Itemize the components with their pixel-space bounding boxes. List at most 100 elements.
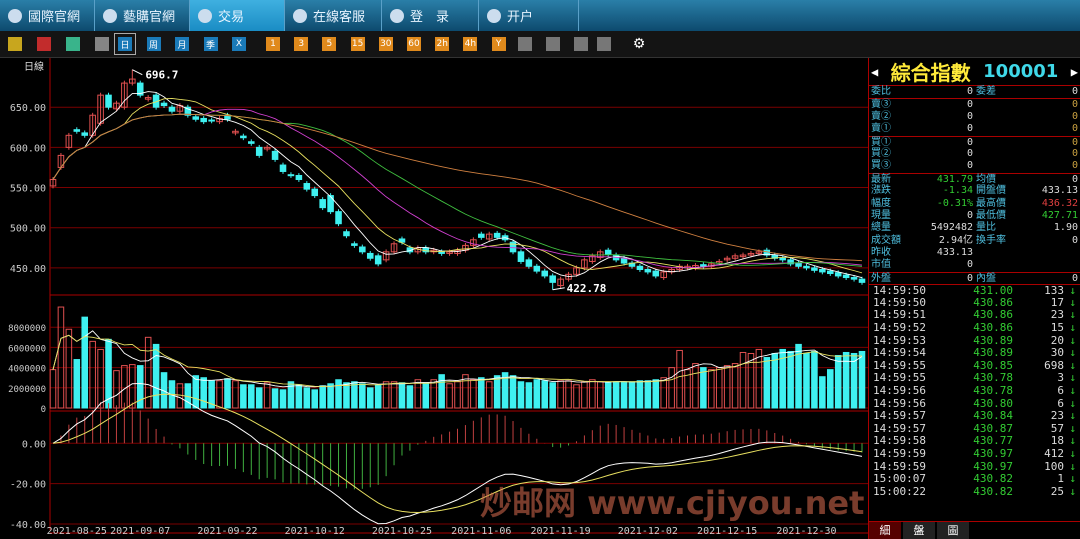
minute-3[interactable]: 3 [294, 37, 309, 51]
minute-30[interactable]: 30 [378, 37, 393, 51]
volume-bar [287, 381, 295, 409]
period-0[interactable]: 日 [114, 33, 136, 55]
bar-chart-icon[interactable] [8, 37, 22, 51]
candle [351, 243, 358, 246]
tick-time: 14:59:54 [873, 346, 926, 360]
calendar-icon[interactable] [95, 37, 109, 51]
gear-icon[interactable]: ⚙ [632, 36, 646, 52]
volume-bar [462, 374, 469, 409]
candle [144, 97, 152, 100]
field-label [976, 148, 1026, 160]
minute-15[interactable]: 15 [350, 37, 365, 51]
volume-bar [303, 387, 311, 409]
volume-bar [620, 381, 628, 409]
down-arrow-icon: ↓ [1069, 434, 1076, 448]
panel-tab-2[interactable]: 圖 [937, 522, 969, 539]
panel-tab-0[interactable]: 細 [869, 522, 901, 539]
candle [700, 264, 707, 267]
candle [850, 277, 858, 280]
quote-row: 賣③ 0 0 [869, 98, 1080, 110]
zoom-out-icon[interactable] [574, 37, 588, 51]
nav-item-2[interactable]: 交易 [190, 0, 285, 31]
quote-row: 總量 5492482 量比 1.90 [869, 222, 1080, 234]
tick-time: 14:59:52 [873, 321, 926, 335]
candle [644, 269, 652, 273]
price-tick: 450.00 [10, 264, 46, 275]
volume-bar [454, 381, 461, 409]
down-arrow-icon: ↓ [1069, 308, 1076, 322]
minute-60[interactable]: 60 [407, 37, 421, 51]
candle [525, 259, 533, 267]
next-arrow-icon[interactable]: ▶ [1070, 64, 1078, 79]
volume-bar [779, 348, 786, 409]
nav-label: 开户 [507, 10, 534, 25]
prev-arrow-icon[interactable]: ◀ [871, 64, 879, 79]
volume-bar [723, 365, 731, 409]
nav-item-3[interactable]: 在線客服 [285, 0, 382, 31]
zoom-in-icon[interactable] [546, 37, 560, 51]
line-chart-icon[interactable] [37, 37, 51, 51]
period-3[interactable]: 季 [203, 37, 218, 51]
minute-1[interactable]: 1 [266, 37, 280, 51]
minute-4h[interactable]: 4h [463, 37, 478, 51]
tick-price: 430.86 [973, 321, 1013, 335]
field-label: 賣① [871, 123, 891, 135]
quote-row: 市值 0 [869, 259, 1080, 271]
candle [216, 117, 223, 123]
field-value [1026, 259, 1078, 271]
tick-price: 430.86 [973, 295, 1013, 309]
field-label: 內盤 [976, 272, 996, 284]
period-4[interactable]: X [232, 37, 246, 51]
volume-tick: 6000000 [8, 344, 46, 354]
volume-bar [581, 381, 588, 409]
index-code: 100001 [983, 61, 1059, 82]
volume-bar [97, 348, 104, 409]
volume-bar [485, 381, 493, 409]
volume-bar [604, 382, 612, 409]
candle [208, 119, 215, 122]
candle [731, 255, 739, 259]
nav-item-1[interactable]: 藝購官網 [95, 0, 190, 31]
kline-chart[interactable]: 日線 650.00 600.00 550.00 500.00 450.00 8000000 6… [0, 58, 868, 539]
nav-item-5[interactable]: 开户 [479, 0, 579, 31]
quote-row: 幅度 -0.31% 最高價 436.32 [869, 198, 1080, 210]
field-label: 量比 [976, 222, 996, 234]
volume-bar [113, 370, 120, 409]
candle [446, 251, 453, 254]
nav-item-4[interactable]: 登 录 [382, 0, 479, 31]
tick-time: 14:59:57 [873, 421, 926, 435]
minute-5[interactable]: 5 [322, 37, 337, 51]
ma60-line [52, 113, 863, 262]
tick-time: 14:59:50 [873, 295, 926, 309]
minute-2h[interactable]: 2h [435, 37, 450, 51]
field-label: 均價 [976, 173, 996, 185]
nav-label: 在線客服 [313, 10, 366, 25]
field-value: 0 [966, 110, 973, 122]
down-arrow-icon: ↓ [1069, 346, 1076, 360]
field-value: 0 [1071, 136, 1078, 148]
candle [160, 102, 168, 107]
draw-icon[interactable] [597, 37, 611, 51]
period-1[interactable]: 周 [146, 37, 161, 51]
candle [366, 252, 374, 259]
monitor-icon [487, 8, 501, 23]
nav-item-0[interactable]: 國際官網 [0, 0, 95, 31]
star-icon [198, 8, 212, 23]
toolbar: 日周月季 X 1 3 5 15 30 60 2h 4h Y ⚙ [0, 31, 1080, 58]
tick-price: 430.85 [973, 358, 1013, 372]
quote-row: 現量 0 最低價 427.71 [869, 210, 1080, 222]
field-label: 漲跌 [871, 185, 891, 197]
price-tick: 550.00 [10, 184, 46, 195]
field-label [976, 259, 1026, 271]
candlestick-icon[interactable] [66, 37, 80, 51]
field-value: 0 [966, 209, 973, 221]
candle [255, 146, 263, 156]
field-value: 0 [1071, 99, 1078, 111]
period-2[interactable]: 月 [175, 37, 189, 51]
candle [795, 262, 802, 267]
candle [842, 274, 850, 279]
ma20-line [52, 108, 863, 269]
ruler-icon[interactable] [518, 37, 532, 51]
minute-Y[interactable]: Y [491, 37, 506, 51]
panel-tab-1[interactable]: 盤 [903, 522, 935, 539]
